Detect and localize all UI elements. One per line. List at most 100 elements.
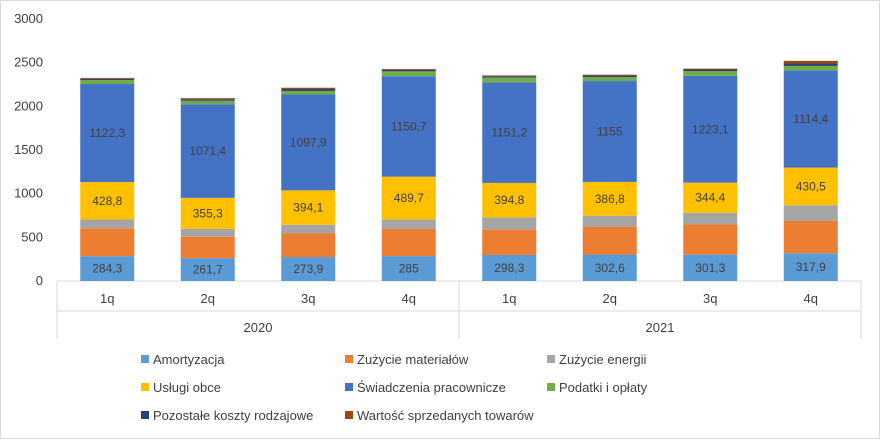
- y-tick-label: 0: [36, 273, 43, 288]
- x-group-label: 2020: [244, 320, 273, 335]
- bar-segment: [482, 77, 537, 83]
- bar-segment: [80, 84, 135, 183]
- data-label: 1150,7: [391, 119, 427, 133]
- data-label: 1155: [597, 124, 623, 138]
- bar-segment: [281, 233, 336, 258]
- bar-segment: [281, 190, 336, 225]
- bar-segment: [381, 176, 436, 220]
- bar-segment: [783, 63, 838, 66]
- legend-label: Wartość sprzedanych towarów: [357, 408, 534, 423]
- x-tick-label: 2q: [603, 291, 617, 306]
- data-label: 1151,2: [491, 126, 527, 140]
- bar-segment: [582, 77, 637, 82]
- legend-label: Zużycie materiałów: [357, 352, 469, 367]
- data-label: 1097,9: [290, 135, 327, 149]
- bar-segment: [180, 258, 235, 281]
- bar-segment: [482, 254, 537, 281]
- legend-label: Usługi obce: [153, 380, 221, 395]
- data-label: 298,3: [494, 261, 524, 275]
- bar-segment: [180, 98, 235, 100]
- bar-segment: [381, 219, 436, 230]
- x-tick-label: 1q: [100, 291, 114, 306]
- bar-segment: [582, 215, 637, 227]
- legend-swatch: [141, 355, 149, 363]
- x-axis: 1q 2q 3q 4q 1q 2q 3q 4q 2020 2021: [56, 280, 862, 339]
- bar-segment: [281, 94, 336, 191]
- bar-segment: [381, 229, 436, 257]
- y-tick-label: 3000: [14, 11, 43, 26]
- bar-segment: [683, 71, 738, 76]
- data-label: 489,7: [394, 191, 424, 205]
- legend-swatch: [345, 355, 353, 363]
- bar-segment: [80, 219, 135, 229]
- bar-segment: [783, 70, 838, 168]
- x-tick-label: 3q: [703, 291, 717, 306]
- data-label: 1223,1: [692, 122, 729, 136]
- bar-segment: [381, 68, 436, 70]
- bar-segment: [381, 71, 436, 77]
- bar-segment: [783, 65, 838, 71]
- legend-label: Zużycie energii: [559, 352, 647, 367]
- bar-segment: [683, 75, 738, 183]
- data-label: 386,8: [595, 192, 625, 206]
- bar-segment: [582, 75, 637, 78]
- y-tick-label: 1500: [14, 142, 43, 157]
- data-label: 344,4: [695, 191, 725, 205]
- data-label: 430,5: [796, 179, 826, 193]
- bar-segment: [582, 226, 637, 255]
- bar-segment: [80, 182, 135, 220]
- data-label: 284,3: [92, 262, 122, 276]
- bar-segment: [180, 228, 235, 237]
- bar-segment: [281, 257, 336, 281]
- bar-segment: [683, 68, 738, 70]
- bar-segment: [180, 99, 235, 101]
- bar-segment: [783, 220, 838, 254]
- y-tick-label: 2500: [14, 55, 43, 70]
- y-tick-label: 1000: [14, 186, 43, 201]
- bar-segment: [381, 76, 436, 177]
- legend-label: Świadczenia pracownicze: [357, 380, 506, 395]
- bar-segment: [683, 224, 738, 255]
- bar-segment: [281, 87, 336, 90]
- bar-segment: [582, 81, 637, 182]
- bar-segment: [582, 181, 637, 216]
- data-label: 285: [399, 262, 419, 276]
- bar-segment: [683, 212, 738, 225]
- legend-label: Pozostałe koszty rodzajowe: [153, 408, 313, 423]
- legend-swatch: [141, 383, 149, 391]
- legend-swatch: [547, 355, 555, 363]
- bar-segment: [482, 76, 537, 78]
- data-label: 261,7: [193, 263, 223, 277]
- legend-swatch: [345, 383, 353, 391]
- data-label: 428,8: [92, 194, 122, 208]
- legend-swatch: [345, 411, 353, 419]
- bar-segment: [582, 74, 637, 76]
- bar-segment: [582, 254, 637, 281]
- bar-segment: [281, 224, 336, 234]
- data-label: 273,9: [293, 262, 323, 276]
- data-label: 1071,4: [189, 144, 226, 158]
- data-label: 394,1: [293, 201, 323, 215]
- x-group-label: 2021: [646, 320, 675, 335]
- bar-segment: [381, 69, 436, 72]
- bar-segment: [482, 75, 537, 77]
- bar-segment: [80, 228, 135, 257]
- bar-segment: [683, 182, 738, 213]
- bar-segment: [783, 205, 838, 221]
- legend-label: Podatki i opłaty: [559, 380, 648, 395]
- x-tick-label: 4q: [402, 291, 416, 306]
- bar-segment: [482, 82, 537, 183]
- bar-segment: [381, 256, 436, 281]
- data-labels: 284,3 428,8 1122,3 261,7 355,3 1071,4 273,9 394…: [89, 112, 828, 277]
- legend: Amortyzacja Zużycie materiałów Zużycie ene…: [141, 352, 648, 423]
- bar-segment: [80, 78, 135, 81]
- x-tick-label: 4q: [804, 291, 818, 306]
- bar-segment: [80, 80, 135, 85]
- bar-segment: [482, 182, 537, 218]
- data-label: 301,3: [695, 261, 725, 275]
- legend-label: Amortyzacja: [153, 352, 225, 367]
- legend-swatch: [141, 411, 149, 419]
- y-tick-label: 2000: [14, 98, 43, 113]
- bar-series-area: [80, 60, 838, 281]
